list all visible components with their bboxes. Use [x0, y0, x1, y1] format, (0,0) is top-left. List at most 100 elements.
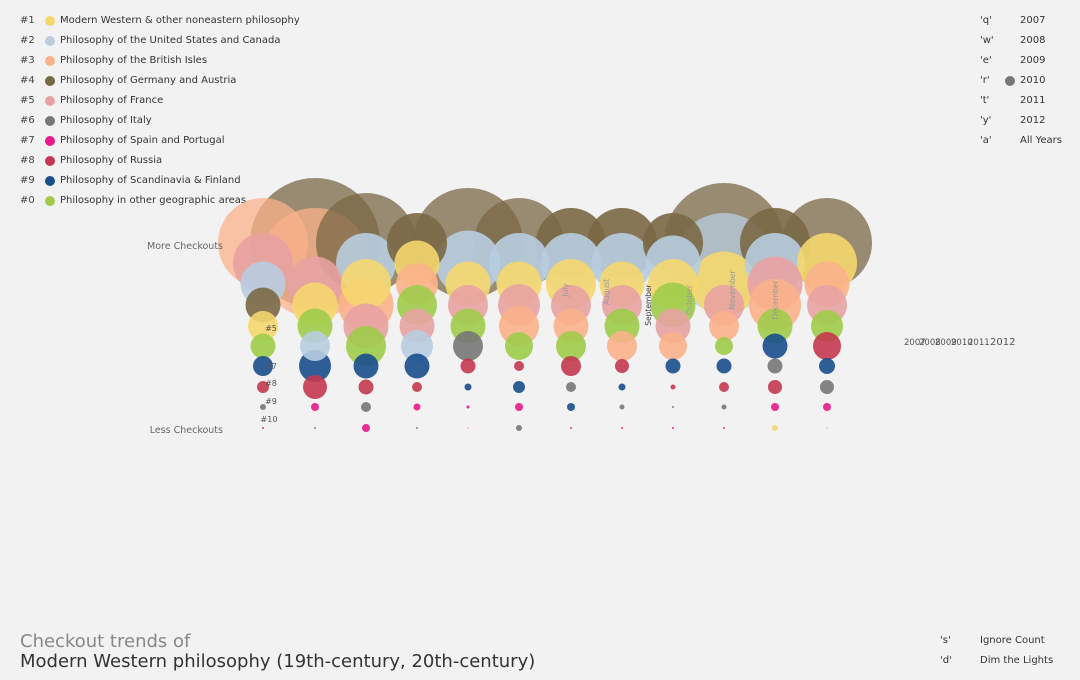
legend-number: #2 — [20, 35, 35, 46]
bubble-category-8[interactable] — [813, 332, 841, 360]
bubble-category-6[interactable] — [516, 425, 522, 431]
bubble-category-10[interactable] — [250, 333, 276, 359]
bubble-category-6[interactable] — [767, 358, 783, 374]
bubble-category-5[interactable] — [655, 308, 691, 344]
bubble-category-1[interactable] — [248, 311, 278, 341]
bubble-category-9[interactable] — [716, 358, 732, 374]
bubble-category-8[interactable] — [561, 356, 581, 376]
legend-label: Philosophy of the United States and Cana… — [60, 35, 281, 46]
legend-number: #3 — [20, 55, 35, 66]
key-shortcut: 'd' — [940, 655, 952, 666]
bubble-category-7[interactable] — [723, 427, 725, 429]
selected-year-indicator-icon — [1005, 76, 1015, 86]
key-label: Dim the Lights — [980, 655, 1054, 666]
bubble-category-3[interactable] — [467, 427, 469, 429]
bubble-category-7[interactable] — [570, 427, 572, 429]
rank-label: #8 — [265, 379, 277, 388]
bubble-category-8[interactable] — [358, 379, 374, 395]
month-label: August — [602, 279, 611, 305]
key-label: 2012 — [1020, 115, 1046, 126]
bubble-category-10[interactable] — [811, 310, 843, 342]
bubble-category-8[interactable] — [719, 382, 729, 392]
bubble-category-3[interactable] — [499, 306, 539, 346]
bubble-category-10[interactable] — [556, 331, 586, 361]
key-shortcut: 'w' — [980, 35, 994, 46]
bubble-category-3[interactable] — [659, 332, 687, 360]
bubble-category-4[interactable] — [245, 287, 281, 323]
bubble-category-10[interactable] — [505, 332, 533, 360]
bubble-category-7[interactable] — [311, 403, 319, 411]
year-axis-label[interactable]: 2009 — [935, 338, 957, 348]
bubble-category-1[interactable] — [341, 259, 391, 309]
bubble-category-10[interactable] — [346, 326, 386, 366]
bubble-category-6[interactable] — [619, 404, 625, 410]
bubble-category-9[interactable] — [513, 381, 525, 393]
bubble-category-6[interactable] — [260, 404, 266, 410]
legend-swatch-icon — [45, 96, 55, 106]
rank-label: #9 — [265, 397, 277, 406]
bubble-category-8[interactable] — [460, 358, 476, 374]
legend-label: Philosophy in other geographic areas — [60, 195, 247, 206]
bubble-category-8[interactable] — [303, 375, 327, 399]
legend-label: Philosophy of France — [60, 95, 164, 106]
month-labels: July August September October November Decemb… — [561, 270, 780, 326]
bubble-category-6[interactable] — [314, 427, 316, 429]
bubble-category-9[interactable] — [404, 353, 430, 379]
more-checkouts-label: More Checkouts — [147, 241, 223, 252]
bubble-category-7[interactable] — [621, 427, 623, 429]
bubble-category-9[interactable] — [665, 358, 681, 374]
less-checkouts-label: Less Checkouts — [150, 425, 223, 436]
bubble-category-6[interactable] — [453, 331, 483, 361]
bubble-category-9[interactable] — [353, 353, 379, 379]
bubble-category-8[interactable] — [412, 382, 422, 392]
legend-swatch-icon — [45, 136, 55, 146]
bubble-category-10[interactable] — [757, 308, 793, 344]
bubble-category-9[interactable] — [253, 356, 273, 376]
bubble-category-7[interactable] — [362, 424, 370, 432]
year-axis-label[interactable]: 2010 — [951, 338, 973, 348]
bubble-layer — [218, 178, 872, 432]
bubble-category-7[interactable] — [466, 405, 470, 409]
bubble-category-8[interactable] — [768, 380, 782, 394]
bubble-category-8[interactable] — [514, 361, 524, 371]
year-axis-label[interactable]: 2011 — [968, 338, 990, 348]
bubble-category-1[interactable] — [772, 425, 778, 431]
bubble-category-3[interactable] — [607, 331, 637, 361]
bubble-category-7[interactable] — [823, 403, 831, 411]
bubble-category-6[interactable] — [820, 380, 834, 394]
bubble-category-9[interactable] — [618, 383, 626, 391]
month-label: September — [644, 283, 653, 325]
bubble-category-8[interactable] — [670, 384, 676, 390]
bubble-category-2[interactable] — [826, 427, 828, 429]
bubble-category-6[interactable] — [566, 382, 576, 392]
bubble-category-2[interactable] — [401, 330, 433, 362]
chart-title-prefix: Checkout trends of — [20, 631, 191, 652]
year-axis-label[interactable]: 2008 — [919, 338, 941, 348]
legend-label: Philosophy of Spain and Portugal — [60, 135, 225, 146]
year-axis-label[interactable]: 2007 — [904, 338, 926, 348]
bubble-category-9[interactable] — [819, 358, 835, 374]
bubble-category-9[interactable] — [567, 403, 575, 411]
bubble-category-9[interactable] — [464, 383, 472, 391]
key-label: All Years — [1020, 135, 1062, 146]
bubble-category-6[interactable] — [361, 402, 371, 412]
bubble-category-8[interactable] — [615, 359, 629, 373]
bubble-category-6[interactable] — [721, 404, 727, 410]
bubble-category-6[interactable] — [416, 427, 418, 429]
bubble-category-7[interactable] — [515, 403, 523, 411]
bubble-category-10[interactable] — [715, 337, 733, 355]
bubble-category-7[interactable] — [413, 403, 421, 411]
year-axis-label[interactable]: 2012 — [990, 337, 1015, 348]
bubble-category-6[interactable] — [672, 406, 674, 408]
bubble-category-3[interactable] — [709, 311, 739, 341]
legend-number: #0 — [20, 195, 35, 206]
bubble-category-7[interactable] — [771, 403, 779, 411]
legend-number: #6 — [20, 115, 35, 126]
bubble-category-9[interactable] — [762, 333, 788, 359]
bubble-category-7[interactable] — [672, 427, 674, 429]
bubble-category-2[interactable] — [300, 331, 330, 361]
legend-number: #8 — [20, 155, 35, 166]
bubble-category-7[interactable] — [262, 427, 264, 429]
bubble-category-8[interactable] — [257, 381, 269, 393]
